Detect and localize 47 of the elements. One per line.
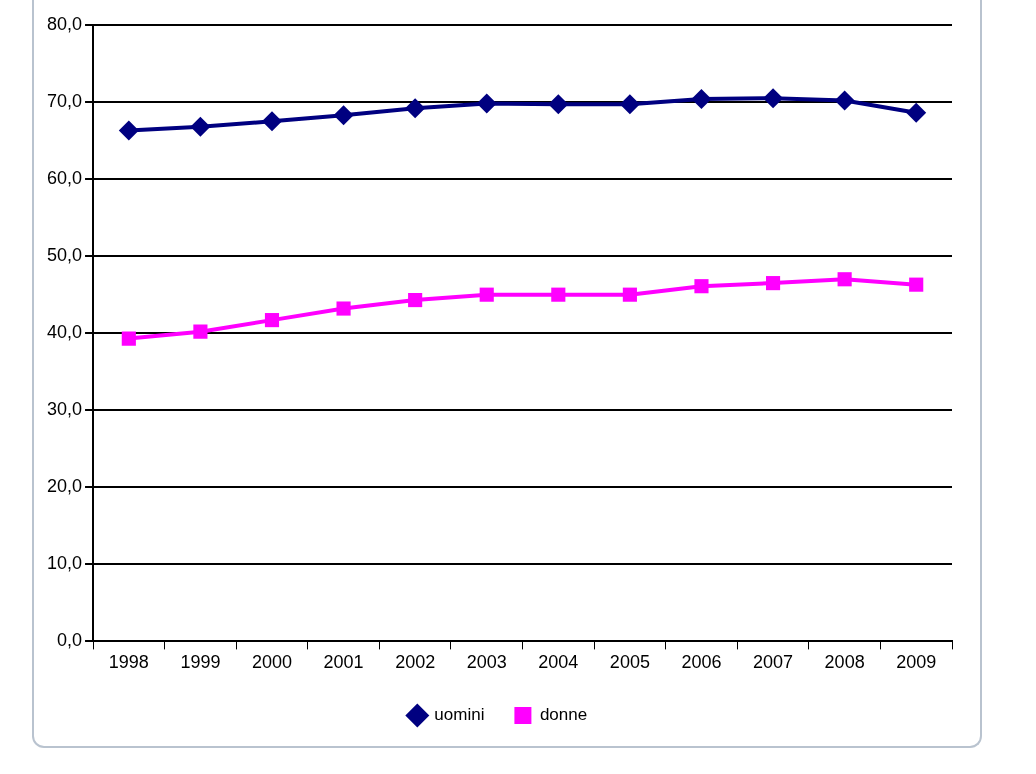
point: [121, 331, 136, 346]
x-tick-label: 2000: [251, 652, 293, 673]
point: [193, 324, 208, 339]
point: [479, 287, 494, 302]
point: [333, 105, 354, 126]
y-tick-label: 20,0: [46, 476, 83, 497]
x-tick-label: 2001: [323, 652, 364, 673]
point: [476, 93, 497, 114]
point: [548, 94, 569, 115]
y-tick-label: 30,0: [46, 399, 83, 420]
point: [408, 293, 423, 308]
point: [619, 94, 640, 115]
point: [190, 116, 211, 137]
point: [261, 111, 282, 132]
point: [763, 88, 784, 109]
x-tick-label: 2009: [896, 652, 937, 673]
x-tick-label: 2008: [824, 652, 865, 673]
point: [118, 120, 139, 141]
y-tick-label: 40,0: [46, 322, 83, 343]
y-tick-label: 10,0: [46, 553, 83, 574]
legend-label: donne: [539, 705, 588, 725]
point: [691, 88, 712, 109]
x-tick-label: 2006: [681, 652, 722, 673]
point: [765, 276, 781, 291]
x-tick-label: 2002: [395, 652, 436, 673]
point: [909, 277, 924, 292]
x-tick-label: 2005: [609, 652, 650, 673]
x-tick-label: 1999: [180, 652, 221, 673]
point: [622, 287, 637, 302]
y-tick-label: 0,0: [57, 630, 83, 651]
x-tick-label: 1998: [108, 652, 149, 673]
x-tick-label: 2004: [538, 652, 579, 673]
point: [405, 98, 426, 119]
legend-label: uomini: [434, 705, 485, 725]
y-tick-label: 60,0: [46, 168, 83, 189]
y-tick-label: 80,0: [46, 13, 83, 34]
point: [264, 313, 280, 328]
point: [694, 279, 709, 294]
point: [551, 287, 566, 302]
x-tick-label: 2007: [753, 652, 794, 673]
y-tick-label: 50,0: [46, 245, 83, 266]
y-tick-label: 70,0: [46, 91, 83, 112]
point: [906, 102, 927, 123]
point: [834, 90, 855, 111]
point: [336, 301, 351, 316]
point: [837, 272, 852, 287]
x-tick-label: 2003: [466, 652, 507, 673]
